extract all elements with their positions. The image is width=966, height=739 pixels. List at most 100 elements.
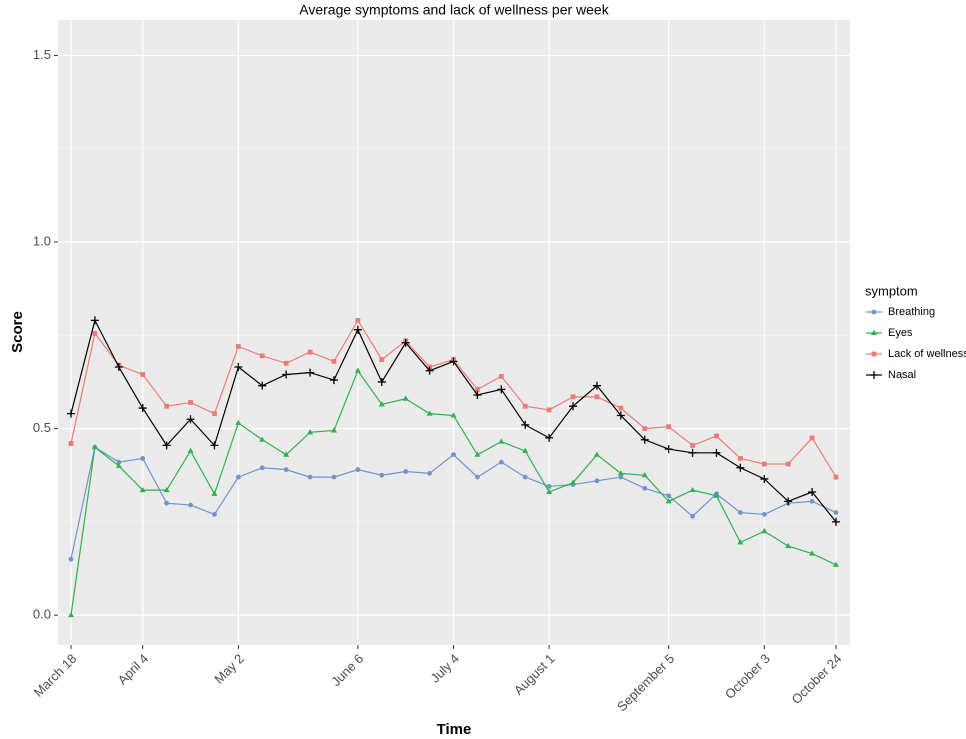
y-tick-label: 0.5 [33,420,51,435]
marker [690,513,695,519]
legend-label: Eyes [888,327,913,339]
marker [68,611,74,618]
marker [760,474,769,483]
marker [522,403,528,409]
x-tick-label: October 24 [788,651,844,707]
marker [235,344,241,349]
marker [306,368,315,377]
marker [475,387,480,392]
marker [68,556,74,562]
marker [522,447,529,453]
marker [235,419,242,425]
marker [594,394,600,400]
marker [188,502,193,508]
marker [569,402,578,411]
marker [737,510,743,515]
marker [497,385,506,394]
marker [259,353,265,359]
marker [737,539,744,545]
marker [809,550,816,556]
marker [640,435,649,444]
marker [833,510,839,515]
marker [473,391,482,399]
legend-label: Lack of wellness [888,348,966,360]
marker [114,363,123,372]
marker [451,452,456,458]
marker [67,409,75,418]
chart-title: Average symptoms and lack of wellness pe… [299,2,609,18]
x-tick-label: March 18 [31,651,80,700]
marker [871,309,877,315]
marker [594,478,600,484]
marker [833,561,839,567]
marker [140,372,146,377]
marker [186,415,195,424]
marker [833,474,839,480]
marker [188,400,193,405]
marker [832,517,840,526]
y-axis-title: Score [9,311,26,353]
marker [808,488,817,497]
marker [282,370,291,379]
marker [809,498,815,504]
x-tick-label: July 4 [427,651,462,686]
marker [379,357,385,362]
marker [545,433,554,442]
marker [307,429,314,435]
marker [234,363,243,372]
marker [666,493,672,499]
marker [870,371,878,379]
x-tick-label: May 2 [211,651,247,687]
marker [164,500,170,506]
marker [91,444,98,450]
x-axis-title: Time [437,721,472,738]
marker [115,462,122,468]
marker [68,441,74,446]
legend-label: Nasal [888,369,916,381]
marker [307,474,313,480]
marker [713,492,720,498]
marker [617,470,624,476]
marker [283,451,290,457]
marker [570,479,577,485]
marker [307,349,313,355]
marker [211,490,218,496]
marker [138,404,147,413]
marker [210,441,219,450]
marker [283,467,289,473]
x-tick-label: October 3 [722,651,773,702]
marker [403,469,409,474]
marker [354,367,361,373]
x-tick-label: September 5 [614,651,677,714]
marker [570,394,576,400]
marker [546,488,553,495]
marker [331,474,337,480]
marker [379,472,385,478]
marker [761,527,768,534]
marker [642,485,648,491]
marker [92,331,98,336]
marker [592,381,601,390]
marker [425,366,434,375]
y-tick-label: 1.5 [33,47,51,62]
marker [164,403,170,409]
marker [90,316,99,325]
marker [450,412,457,418]
marker [187,447,194,453]
marker [259,465,265,471]
marker [809,435,815,441]
marker [498,438,505,444]
marker [690,442,695,448]
x-tick-label: June 6 [328,651,366,689]
marker [618,474,624,480]
marker [688,448,697,457]
marker [212,411,217,417]
marker [546,407,552,413]
marker [642,426,648,431]
marker [737,456,743,461]
marker [329,376,338,385]
marker [871,329,877,335]
marker [377,377,386,386]
marker [784,497,793,506]
marker [785,461,791,467]
